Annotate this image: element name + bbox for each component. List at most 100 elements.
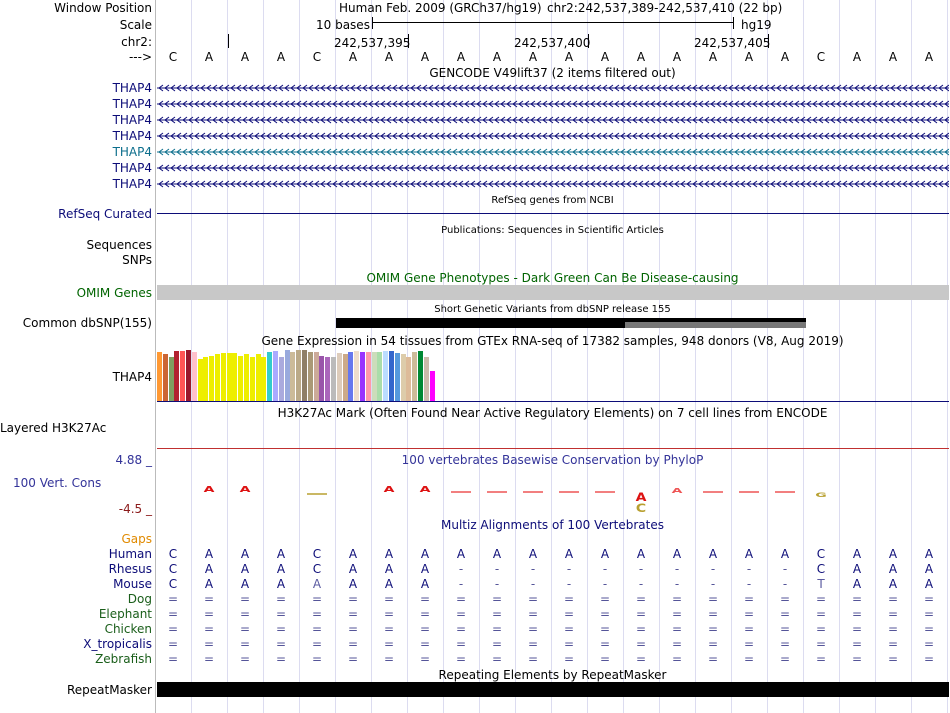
- multiz-species-label[interactable]: Dog: [127, 592, 152, 606]
- gencode-gene-label[interactable]: THAP4: [112, 97, 152, 111]
- gencode-gene-feature[interactable]: [157, 177, 949, 191]
- multiz-species-label[interactable]: Mouse: [113, 577, 152, 591]
- dbsnp-label[interactable]: Common dbSNP(155): [22, 316, 152, 330]
- gtex-tissue-bar[interactable]: [307, 352, 313, 401]
- multiz-base: -: [674, 577, 680, 591]
- gtex-tissue-bar[interactable]: [209, 356, 215, 401]
- gtex-tissue-bar[interactable]: [232, 353, 238, 401]
- gtex-tissue-bar[interactable]: [249, 357, 255, 401]
- gtex-tissue-bar[interactable]: [325, 357, 331, 401]
- repeatmasker-label[interactable]: RepeatMasker: [66, 683, 152, 697]
- gtex-tissue-bar[interactable]: [168, 357, 174, 401]
- gencode-gene-label[interactable]: THAP4: [112, 177, 152, 191]
- gencode-gene-label[interactable]: THAP4: [112, 81, 152, 95]
- gtex-tissue-bar[interactable]: [389, 351, 394, 401]
- gencode-gene-feature[interactable]: [157, 161, 949, 175]
- gtex-tissue-bar[interactable]: [377, 352, 383, 401]
- multiz-species-label[interactable]: Elephant: [98, 607, 152, 621]
- gencode-gene-feature[interactable]: [157, 129, 949, 143]
- multiz-base: A: [348, 577, 358, 591]
- gtex-tissue-bar[interactable]: [302, 350, 307, 401]
- gtex-tissue-bar[interactable]: [400, 354, 406, 401]
- gtex-tissue-bar[interactable]: [215, 354, 220, 401]
- gtex-tissue-bar[interactable]: [238, 356, 244, 401]
- dbsnp-variant-bar-secondary[interactable]: [625, 322, 806, 328]
- multiz-species-label[interactable]: Human: [108, 547, 152, 561]
- gencode-gene-label[interactable]: THAP4: [112, 113, 152, 127]
- gencode-gene-feature[interactable]: [157, 97, 949, 111]
- gtex-tissue-bar[interactable]: [261, 357, 267, 401]
- multiz-base: =: [203, 592, 215, 606]
- dbsnp-variant-bar[interactable]: [336, 318, 806, 328]
- multiz-base: =: [779, 622, 791, 636]
- gtex-tissue-bar[interactable]: [255, 354, 261, 401]
- publications-snps-label[interactable]: SNPs: [122, 253, 152, 267]
- gencode-gene-feature[interactable]: [157, 113, 949, 127]
- gtex-tissue-bar[interactable]: [331, 357, 336, 401]
- gtex-tissue-bar[interactable]: [406, 357, 412, 401]
- gtex-tissue-bar[interactable]: [348, 352, 354, 401]
- gtex-tissue-bar[interactable]: [197, 359, 203, 401]
- gtex-tissue-bar[interactable]: [278, 357, 284, 401]
- gtex-tissue-bar[interactable]: [360, 352, 365, 401]
- gtex-tissue-bar[interactable]: [354, 351, 360, 401]
- multiz-base: -: [494, 562, 500, 576]
- gtex-tissue-bar[interactable]: [412, 352, 418, 401]
- gtex-tissue-bar[interactable]: [365, 352, 371, 401]
- gencode-gene-label[interactable]: THAP4: [112, 161, 152, 175]
- publications-sequences-label[interactable]: Sequences: [86, 238, 152, 252]
- gtex-tissue-bar[interactable]: [290, 352, 296, 401]
- gtex-tissue-bar[interactable]: [394, 353, 400, 401]
- gtex-label[interactable]: THAP4: [112, 370, 152, 384]
- omim-title: OMIM Gene Phenotypes - Dark Green Can Be…: [366, 271, 739, 285]
- multiz-base: =: [311, 637, 323, 651]
- gtex-tissue-bar[interactable]: [191, 352, 197, 401]
- sequence-base: C: [168, 50, 178, 64]
- gtex-tissue-bar[interactable]: [220, 353, 226, 401]
- gtex-tissue-bar[interactable]: [418, 351, 423, 401]
- gtex-tissue-bar[interactable]: [180, 351, 186, 401]
- gtex-tissue-bar[interactable]: [336, 353, 342, 401]
- gtex-tissue-bar[interactable]: [319, 356, 325, 401]
- multiz-base: =: [275, 652, 287, 666]
- gtex-tissue-bar[interactable]: [313, 352, 319, 401]
- h3k27ac-label[interactable]: Layered H3K27Ac: [0, 421, 107, 435]
- gtex-tissue-bar[interactable]: [157, 352, 162, 401]
- gtex-tissue-bar[interactable]: [203, 357, 209, 401]
- phylop-label[interactable]: 100 Vert. Cons: [13, 476, 102, 490]
- gencode-gene-label[interactable]: THAP4: [112, 129, 152, 143]
- gtex-tissue-bar[interactable]: [423, 357, 429, 401]
- multiz-species-label[interactable]: Chicken: [104, 622, 152, 636]
- gencode-gene-label[interactable]: THAP4: [112, 145, 152, 159]
- gencode-gene-feature[interactable]: [157, 81, 949, 95]
- multiz-base: =: [851, 622, 863, 636]
- gtex-tissue-bar[interactable]: [244, 354, 249, 401]
- gtex-tissue-bar[interactable]: [296, 350, 302, 401]
- gtex-tissue-bar[interactable]: [273, 351, 278, 401]
- multiz-species-label[interactable]: X_tropicalis: [83, 637, 152, 651]
- refseq-gene-line[interactable]: [157, 213, 949, 214]
- multiz-base: =: [743, 592, 755, 606]
- gtex-tissue-bar[interactable]: [162, 354, 168, 401]
- multiz-species-label[interactable]: Rhesus: [108, 562, 152, 576]
- omim-label[interactable]: OMIM Genes: [76, 286, 152, 300]
- multiz-base: =: [455, 637, 467, 651]
- gencode-gene-feature[interactable]: [157, 145, 949, 159]
- gtex-tissue-bar[interactable]: [383, 351, 389, 401]
- gtex-tissue-bar[interactable]: [186, 350, 191, 401]
- gtex-tissue-bar[interactable]: [371, 352, 377, 401]
- multiz-gaps-label[interactable]: Gaps: [121, 532, 152, 546]
- base-gridline: [551, 0, 552, 713]
- gtex-tissue-bar[interactable]: [284, 350, 290, 401]
- omim-bar[interactable]: [157, 285, 949, 300]
- label-divider: [155, 0, 156, 713]
- gtex-tissue-bar[interactable]: [267, 352, 273, 401]
- multiz-species-label[interactable]: Zebrafish: [95, 652, 152, 666]
- refseq-label[interactable]: RefSeq Curated: [58, 207, 152, 221]
- gtex-tissue-bar[interactable]: [342, 354, 348, 401]
- gtex-tissue-bar[interactable]: [226, 353, 232, 401]
- repeatmasker-bar[interactable]: [157, 682, 949, 697]
- gtex-tissue-bar[interactable]: [429, 371, 435, 401]
- multiz-base: =: [239, 622, 251, 636]
- gtex-tissue-bar[interactable]: [174, 351, 180, 401]
